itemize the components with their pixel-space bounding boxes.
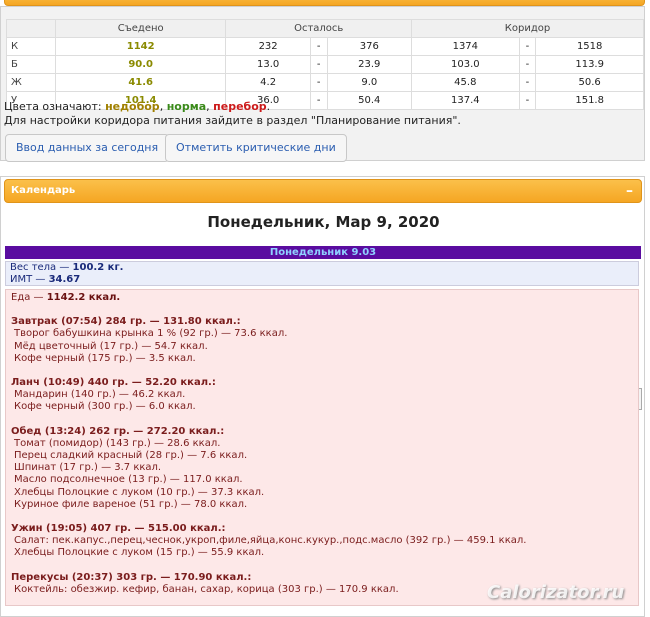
table-row: Б 90.0 13.0-23.9 103.0-113.9 [6,55,644,74]
legend-prefix: Цвета означают: [4,100,102,113]
corridor-max: 50.6 [535,73,644,92]
header: Осталось [225,19,413,38]
separator: - [309,37,328,56]
collapse[interactable]: – [626,183,633,199]
separator: - [309,91,328,110]
meal: Перекусы (20:37) 303 гр. — 170.90 ккал.:… [11,572,638,596]
left-min: 13.0 [225,55,311,74]
row-label: К [6,37,56,56]
food-block: Еда — 1142.2 ккал. Завтрак (07:54) 284 г… [5,289,639,606]
left-max: 9.0 [326,73,413,92]
legend-over: перебор [213,100,267,113]
food-label: Еда — [11,292,47,303]
meal: Ланч (10:49) 440 гр. — 52.20 ккал.: Манда… [11,377,638,414]
meal-item: Коктейль: обезжир. кефир, банан, сахар, … [14,583,399,595]
corridor-max: 151.8 [535,91,644,110]
meal-item: Мандарин (140 гр.) — 46.2 ккал. [14,389,186,401]
meal-item: Томат (помидор) (143 гр.) — 28.6 ккал. [14,437,221,449]
header: Коридор [411,19,644,38]
watermark: Calorizator.ru [487,582,625,603]
legend: Цвета означают: недобор, норма, перебор. [4,100,270,113]
corner [6,19,56,38]
meal: Обед (13:24) 262 гр. — 272.20 ккал.: Тома… [11,426,638,511]
left-max: 50.4 [326,91,413,110]
separator: - [518,73,537,92]
weight-block: Вес тела — 100.2 кг. ИМТ — 34.67 [5,261,639,286]
food-value: 1142.2 ккал. [46,292,121,303]
left-min: 4.2 [225,73,311,92]
meal-title: Перекусы (20:37) 303 гр. — 170.90 ккал.: [11,571,252,583]
button[interactable]: Ввод данных за сегодня [5,134,170,162]
eaten: 41.6 [54,73,227,92]
legend-norm: норма [166,100,207,113]
button[interactable]: Отметить критические дни [165,134,347,162]
left-max: 23.9 [326,55,413,74]
weight-value: 100.2 кг. [72,262,124,273]
legend-under: недобор [105,100,160,113]
meal-item: Перец сладкий красный (28 гр.) — 7.6 кка… [14,450,248,462]
eaten: 1142 [54,37,227,56]
meal-item: Хлебцы Полоцкие с луком (10 гр.) — 37.3 … [14,486,265,498]
corridor-min: 45.8 [411,73,520,92]
table-row: К 1142 232-376 1374-1518 [6,37,644,56]
date: Понедельник, Мар 9, 2020 [207,213,440,231]
meal-item: Кофе черный (175 гр.) — 3.5 ккал. [14,352,196,364]
meal-title: Завтрак (07:54) 284 гр. — 131.80 ккал.: [11,316,241,328]
meal-item: Салат: пек.капус.,перец,чеснок,укроп,фил… [14,535,527,547]
meal-item: Куриное филе вареное (51 гр.) — 78.0 кка… [14,498,248,510]
row-label: Ж [6,73,56,92]
meal-item: Шпинат (17 гр.) — 3.7 ккал. [14,462,162,474]
meal-title: Обед (13:24) 262 гр. — 272.20 ккал.: [11,425,225,437]
calendar-panel: Календарь – ◄ Понедельник, Мар 9, 2020 ►… [0,176,645,617]
separator: - [518,37,537,56]
meal-item: Творог бабушкина крынка 1 % (92 гр.) — 7… [14,328,288,340]
summary-panel: Съедено Осталось Коридор К 1142 232-376 137… [0,6,645,162]
left-min: 232 [225,37,311,56]
separator: - [309,55,328,74]
meal: Ужин (19:05) 407 гр. — 515.00 ккал.: Сала… [11,523,638,560]
bmi-value: 34.67 [48,274,81,285]
bmi-label: ИМТ — [10,274,49,285]
meal: Завтрак (07:54) 284 гр. — 131.80 ккал.: Т… [11,316,638,365]
left-max: 376 [326,37,413,56]
header: Съедено [54,19,227,38]
row-label: Б [6,55,56,74]
meal-item: Масло подсолнечное (13 гр.) — 117.0 ккал… [14,474,243,486]
separator: - [518,91,537,110]
meal-title: Ужин (19:05) 407 гр. — 515.00 ккал.: [11,523,226,535]
corridor-min: 103.0 [411,55,520,74]
top-bar [4,0,645,6]
separator: - [518,55,537,74]
day-header: Понедельник 9.03 [5,246,641,259]
meal-item: Хлебцы Полоцкие с луком (15 гр.) — 55.9 … [14,547,265,559]
hint: Для настройки коридора питания зайдите в… [4,114,461,127]
calendar-title: Календарь [11,185,76,196]
left-min: 36.0 [225,91,311,110]
calendar-header: Календарь – [4,179,642,203]
summary-table: Съедено Осталось Коридор К 1142 232-376 137… [6,19,644,110]
meal-title: Ланч (10:49) 440 гр. — 52.20 ккал.: [11,377,216,389]
eaten: 90.0 [54,55,227,74]
sep: , [159,100,164,113]
table-row: У 101.4 36.0-50.4 137.4-151.8 [6,91,644,110]
sep: . [266,100,271,113]
separator: - [309,73,328,92]
weight-label: Вес тела — [10,262,73,273]
table-row: Ж 41.6 4.2-9.0 45.8-50.6 [6,73,644,92]
corridor-min: 137.4 [411,91,520,110]
meal-item: Кофе черный (300 гр.) — 6.0 ккал. [14,401,196,413]
corridor-max: 1518 [535,37,644,56]
corridor-min: 1374 [411,37,520,56]
sep: , [206,100,210,113]
meal-item: Мёд цветочный (17 гр.) — 54.7 ккал. [14,340,208,352]
corridor-max: 113.9 [535,55,644,74]
